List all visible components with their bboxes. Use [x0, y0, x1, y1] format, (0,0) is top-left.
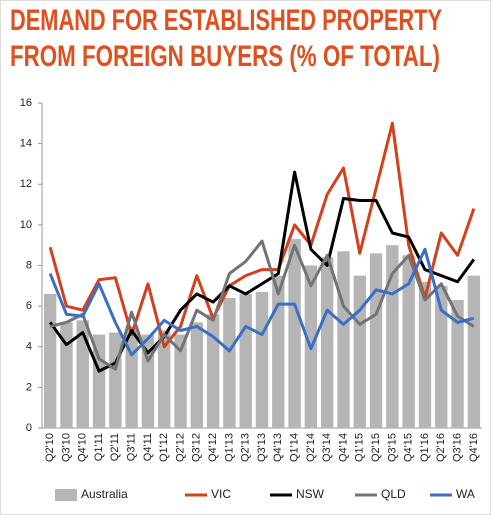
bar — [467, 275, 481, 428]
x-tick-label: Q3'14 — [321, 433, 333, 462]
bar — [109, 332, 122, 428]
x-tick-label: Q2'13 — [240, 433, 252, 462]
y-tick-label: 6 — [26, 300, 32, 312]
bar — [369, 253, 383, 428]
x-tick-label: Q1'15 — [354, 433, 366, 462]
bar — [60, 322, 73, 428]
bar — [272, 275, 285, 428]
legend-label: Australia — [81, 487, 128, 501]
bar — [239, 293, 252, 428]
bar — [223, 298, 236, 428]
y-tick-label: 12 — [20, 178, 32, 190]
x-tick-label: Q3'16 — [451, 433, 463, 462]
bar — [288, 239, 301, 428]
x-tick-label: Q4'12 — [207, 433, 219, 462]
x-tick-label: Q3'12 — [191, 433, 203, 462]
bar — [320, 257, 334, 428]
x-tick-label: Q2'15 — [370, 433, 382, 462]
bar — [174, 334, 187, 428]
line — [48, 247, 475, 357]
chart-title: DEMAND FOR ESTABLISHED PROPERTY — [10, 4, 442, 37]
x-tick-label: Q3'15 — [386, 433, 398, 462]
x-tick-label: Q2'12 — [174, 433, 186, 462]
y-tick-label: 0 — [26, 422, 32, 434]
bar — [158, 330, 171, 428]
bar — [435, 285, 448, 428]
x-tick-label: Q1'16 — [419, 433, 431, 462]
y-tick-label: 16 — [20, 97, 32, 109]
legend-label: WA — [456, 487, 475, 501]
bar — [451, 300, 464, 428]
x-tick-label: Q1'14 — [288, 433, 300, 462]
x-tick-label: Q2'16 — [435, 433, 447, 462]
x-tick-label: Q2'11 — [109, 433, 121, 461]
chart-title: FROM FOREIGN BUYERS (% OF TOTAL) — [10, 40, 440, 73]
bar — [190, 322, 204, 428]
bar — [418, 281, 432, 428]
x-tick-label: Q4'16 — [468, 433, 480, 462]
x-tick-label: Q4'13 — [272, 433, 284, 462]
bar — [206, 314, 220, 428]
legend-swatch — [55, 489, 77, 501]
x-tick-label: Q2'10 — [44, 433, 56, 462]
x-tick-label: Q1'12 — [158, 433, 170, 462]
y-tick-label: 10 — [20, 219, 32, 231]
bar — [337, 251, 350, 428]
y-tick-label: 4 — [26, 341, 32, 353]
x-tick-label: Q3'10 — [60, 433, 72, 462]
bar — [76, 320, 89, 428]
y-tick-label: 8 — [26, 259, 32, 271]
bar — [43, 293, 57, 428]
y-tick-label: 14 — [20, 138, 32, 150]
x-tick-label: Q4'11 — [142, 433, 154, 461]
x-tick-label: Q1'11 — [93, 433, 105, 461]
y-tick-label: 2 — [26, 381, 32, 393]
line — [49, 239, 475, 371]
bar — [255, 291, 269, 428]
legend-label: VIC — [211, 487, 231, 501]
legend-label: QLD — [381, 487, 406, 501]
x-tick-label: Q4'10 — [77, 433, 89, 462]
legend-label: NSW — [296, 487, 325, 501]
x-tick-label: Q4'15 — [403, 433, 415, 462]
bar — [402, 255, 415, 428]
bar — [353, 275, 366, 428]
line — [48, 121, 476, 349]
x-tick-label: Q3'13 — [256, 433, 268, 462]
x-tick-label: Q4'14 — [337, 433, 349, 462]
x-tick-label: Q2'14 — [305, 433, 317, 462]
bar — [92, 334, 106, 428]
x-tick-label: Q1'13 — [223, 433, 235, 462]
x-tick-label: Q3'11 — [126, 433, 138, 461]
